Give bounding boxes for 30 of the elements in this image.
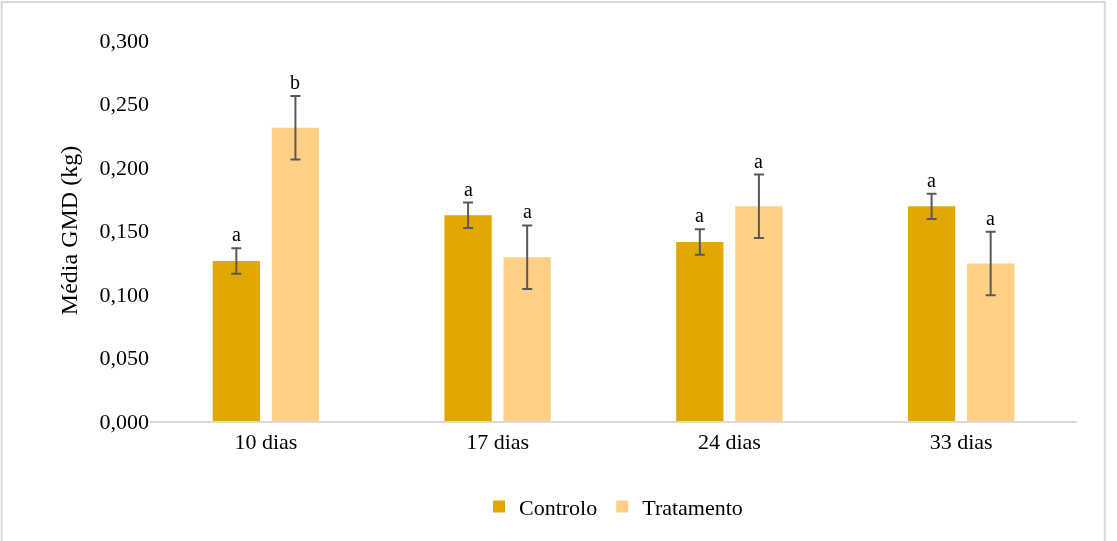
y-tick-label: 0,100 <box>99 281 149 307</box>
bar <box>212 260 260 421</box>
annotation: a <box>523 200 532 222</box>
bar <box>907 206 956 421</box>
annotation: a <box>232 223 241 245</box>
y-tick-label: 0,150 <box>99 218 149 244</box>
y-tick-label: 0,200 <box>99 154 149 180</box>
bar <box>271 127 320 421</box>
annotation: b <box>290 71 300 93</box>
bar <box>444 215 492 421</box>
bar <box>735 206 783 421</box>
annotation: a <box>754 150 763 172</box>
x-tick-label: 10 dias <box>234 429 298 455</box>
y-tick-label: 0,000 <box>99 408 149 434</box>
annotation: a <box>695 204 704 226</box>
x-tick-label: 33 dias <box>929 429 993 455</box>
x-tick-label: 17 dias <box>466 429 530 455</box>
y-tick-label: 0,250 <box>99 91 149 117</box>
annotation: a <box>986 207 995 229</box>
bar <box>676 241 724 421</box>
x-tick-label: 24 dias <box>697 429 761 455</box>
annotation: a <box>927 169 936 191</box>
y-axis-title: Média GMD (kg) <box>55 145 82 316</box>
bar <box>967 263 1015 421</box>
annotation: a <box>464 178 473 200</box>
y-tick-label: 0,300 <box>99 27 149 53</box>
legend-label: Tratamento <box>642 495 743 521</box>
legend-label: Controlo <box>519 495 598 521</box>
bar <box>503 257 551 421</box>
y-tick-label: 0,050 <box>99 345 149 371</box>
